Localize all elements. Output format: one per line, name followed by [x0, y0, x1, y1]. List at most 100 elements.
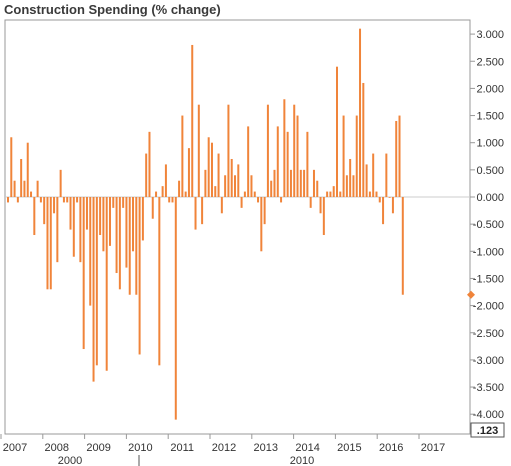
bar [273, 169, 276, 197]
bar [138, 197, 141, 355]
bar [69, 197, 72, 230]
bar [174, 197, 177, 420]
bar [145, 153, 148, 197]
bar [349, 158, 352, 197]
bar [26, 142, 29, 197]
bar [391, 197, 394, 214]
chart-title: Construction Spending (% change) [4, 2, 221, 17]
bar [339, 191, 342, 197]
bar [276, 126, 279, 197]
y-tick-label: 1.500 [476, 111, 504, 123]
bar [128, 197, 131, 295]
bar [342, 115, 345, 197]
bar [263, 197, 266, 225]
bar [132, 197, 135, 252]
bar [220, 197, 223, 214]
bar [197, 104, 200, 197]
bar [240, 197, 243, 208]
value-badge [470, 422, 505, 438]
decade-label: 2000 [58, 455, 82, 466]
x-tick-label: 2013 [254, 442, 278, 454]
bar [237, 164, 240, 197]
y-tick-label: -3.000 [473, 355, 504, 367]
bar [72, 197, 75, 257]
bar [191, 44, 194, 198]
bar [359, 28, 362, 198]
bar [280, 197, 283, 203]
bar [148, 131, 151, 197]
y-tick-label: 0.000 [476, 192, 504, 204]
x-tick-label: 2012 [212, 442, 236, 454]
x-tick-label: 2011 [170, 442, 194, 454]
bar [227, 104, 230, 197]
y-tick-label: 0.500 [476, 165, 504, 177]
x-tick-label: 2010 [128, 442, 152, 454]
value-badge-label: .123 [477, 425, 498, 437]
bar [43, 197, 46, 225]
bar [66, 197, 69, 203]
decade-label: 2010 [290, 455, 314, 466]
bar [187, 148, 190, 197]
bar [89, 197, 92, 306]
bar [164, 164, 167, 197]
bar [59, 169, 62, 197]
bar [250, 175, 253, 197]
bar [375, 191, 378, 197]
bar [82, 197, 85, 350]
y-tick-label: -0.500 [473, 219, 504, 231]
y-tick-label: 2.000 [476, 83, 504, 95]
bar [46, 197, 49, 290]
bar [151, 197, 154, 219]
bar [345, 175, 348, 197]
bar [266, 104, 269, 197]
bar [102, 197, 105, 252]
bar [289, 169, 292, 197]
bar [194, 197, 197, 230]
bar [217, 153, 220, 197]
bar [168, 197, 171, 203]
bar [171, 197, 174, 203]
bar [158, 197, 161, 366]
bar [125, 197, 128, 268]
x-tick-label: 2008 [45, 442, 69, 454]
bar [253, 191, 256, 197]
bar [316, 180, 319, 197]
bar [112, 197, 115, 208]
bar [20, 158, 23, 197]
x-tick-label: 2014 [295, 442, 319, 454]
bar [85, 197, 88, 230]
bar [155, 191, 158, 197]
bar [319, 197, 322, 214]
bar [309, 197, 312, 208]
y-tick-label: -1.000 [473, 246, 504, 258]
bar [30, 191, 33, 197]
bar [99, 197, 102, 236]
bar [178, 180, 181, 197]
bar [141, 197, 144, 241]
bar [108, 197, 111, 246]
bar [234, 175, 237, 197]
bar [62, 197, 65, 203]
bar [385, 153, 388, 197]
bar [207, 137, 210, 197]
bar [214, 186, 217, 197]
bar [181, 115, 184, 197]
y-tick-label: -1.500 [473, 273, 504, 285]
bar [76, 197, 79, 203]
plot-frame [4, 19, 471, 435]
bar [10, 137, 13, 197]
last-value-marker [467, 290, 475, 299]
bar [224, 175, 227, 197]
bar [382, 197, 385, 225]
x-tick-label: 2015 [337, 442, 361, 454]
y-tick-label: -2.000 [473, 301, 504, 313]
bar [105, 197, 108, 371]
bar [372, 153, 375, 197]
bar [388, 197, 391, 198]
bar [23, 180, 26, 197]
bar [92, 197, 95, 382]
bar [201, 197, 204, 225]
bar [184, 191, 187, 197]
bar [401, 197, 404, 295]
